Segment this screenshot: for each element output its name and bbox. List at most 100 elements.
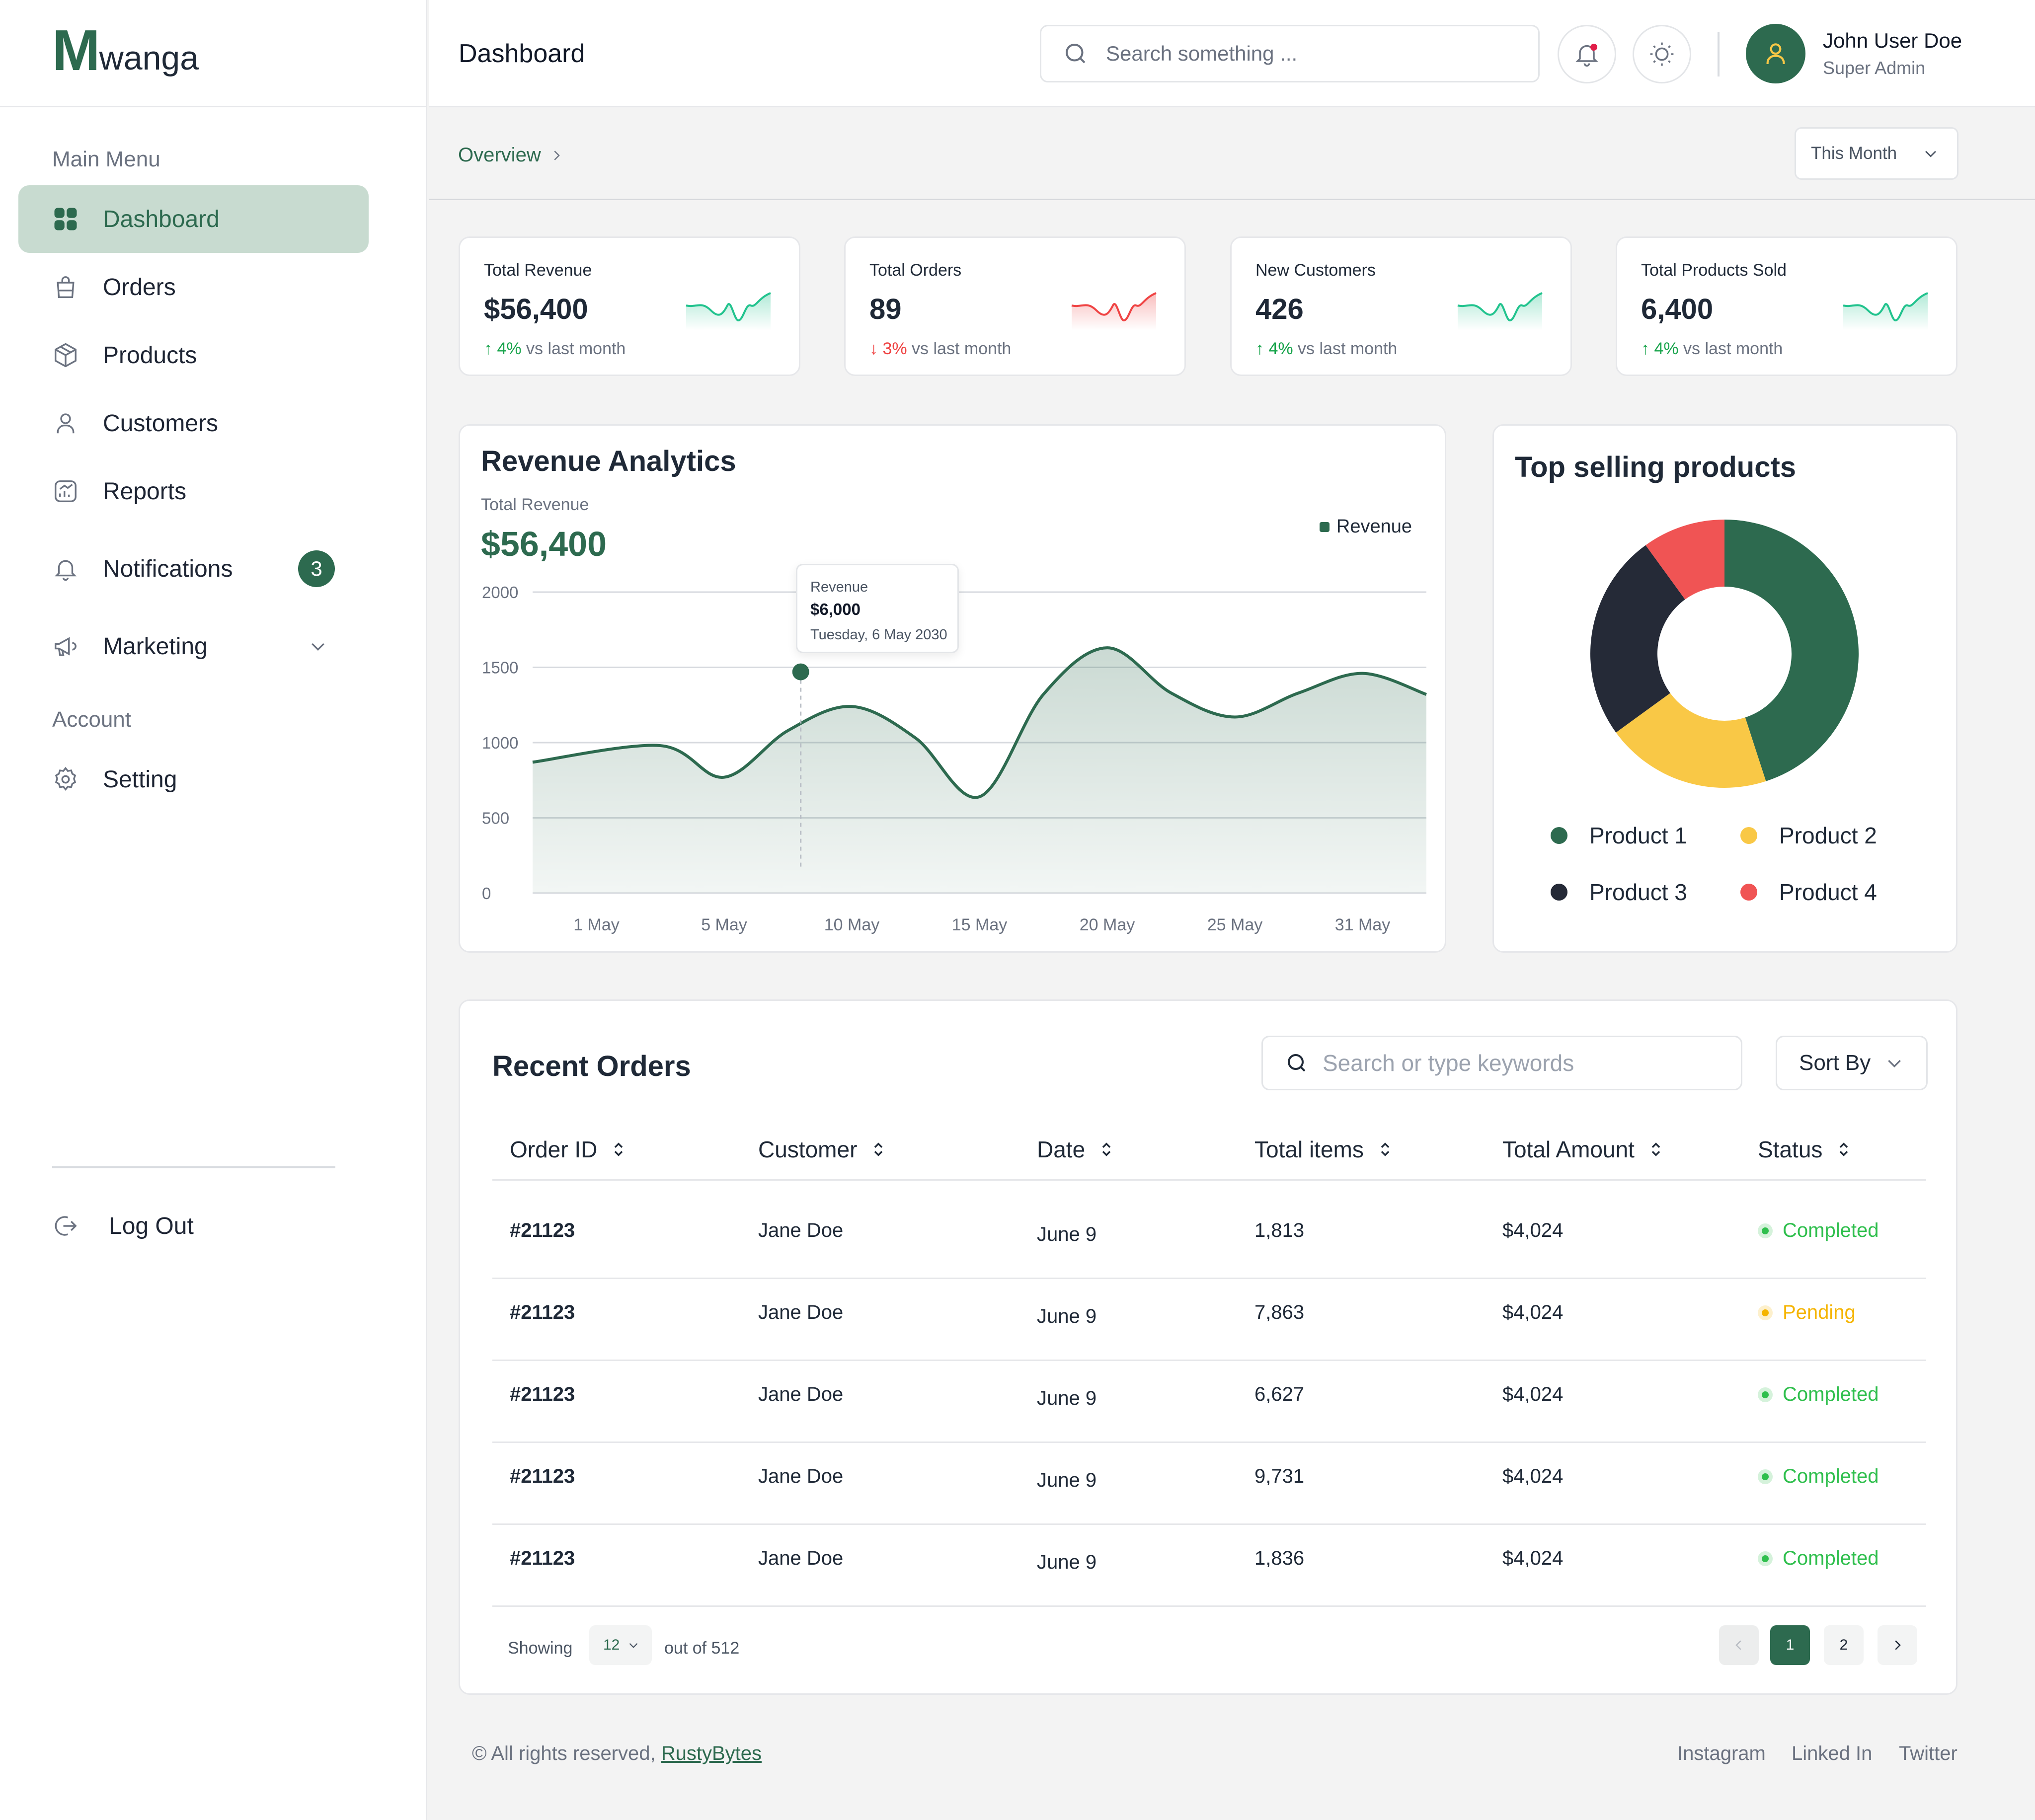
donut-slice-product-2[interactable] bbox=[1616, 693, 1766, 788]
recent-orders-card: Recent Orders Sort By Order ID Customer Da… bbox=[459, 999, 1957, 1695]
stat-value: 89 bbox=[869, 293, 902, 325]
tooltip-date: Tuesday, 6 May 2030 bbox=[810, 627, 947, 643]
stat-label: Total Orders bbox=[869, 261, 962, 280]
cell-total-items: 6,627 bbox=[1254, 1383, 1305, 1405]
status-label: Completed bbox=[1783, 1465, 1879, 1487]
megaphone-icon bbox=[52, 633, 79, 660]
revenue-area bbox=[533, 648, 1426, 893]
sort-by-dropdown[interactable]: Sort By bbox=[1776, 1036, 1928, 1090]
column-header-label: Order ID bbox=[510, 1137, 598, 1162]
y-tick-label: 0 bbox=[482, 884, 491, 903]
global-search[interactable] bbox=[1040, 25, 1540, 82]
sidebar-item-label: Notifications bbox=[103, 555, 233, 582]
stat-label: Total Products Sold bbox=[1641, 261, 1787, 280]
column-header-status[interactable]: Status bbox=[1758, 1136, 1852, 1163]
sort-icon[interactable] bbox=[870, 1139, 887, 1160]
breadcrumb[interactable]: Overview bbox=[458, 144, 564, 166]
stat-label: New Customers bbox=[1255, 261, 1376, 280]
cell-total-amount: $4,024 bbox=[1502, 1465, 1564, 1487]
donut-slice-product-1[interactable] bbox=[1724, 520, 1859, 781]
top-header: Dashboard John User Doe Super Admin bbox=[429, 0, 2035, 107]
legend-label: Product 1 bbox=[1589, 823, 1687, 848]
chart-tooltip: Revenue $6,000 Tuesday, 6 May 2030 bbox=[796, 564, 959, 653]
row-divider bbox=[492, 1278, 1926, 1279]
sidebar-item-orders[interactable]: Orders bbox=[18, 253, 369, 321]
x-tick-label: 15 May bbox=[952, 915, 1008, 934]
sort-icon[interactable] bbox=[1377, 1139, 1394, 1160]
status-badge: Completed bbox=[1758, 1547, 1878, 1570]
cell-order-id: #21123 bbox=[510, 1301, 575, 1323]
sidebar-item-notifications[interactable]: Notifications 3 bbox=[18, 535, 369, 603]
column-header-date[interactable]: Date bbox=[1037, 1136, 1115, 1163]
row-divider bbox=[492, 1605, 1926, 1607]
breadcrumb-overview: Overview bbox=[458, 144, 541, 166]
donut-slice-product-4[interactable] bbox=[1645, 520, 1724, 600]
period-select[interactable]: This Month bbox=[1795, 127, 1958, 180]
stat-change: ↑ 4% vs last month bbox=[1255, 339, 1397, 359]
sidebar-item-reports[interactable]: Reports bbox=[18, 457, 369, 525]
footer-link-linkedin[interactable]: Linked In bbox=[1792, 1743, 1873, 1764]
chevron-down-icon[interactable] bbox=[308, 636, 328, 656]
sidebar-item-dashboard[interactable]: Dashboard bbox=[18, 185, 369, 253]
donut-slice-product-3[interactable] bbox=[1590, 545, 1685, 733]
sort-icon[interactable] bbox=[1647, 1139, 1664, 1160]
y-tick-label: 2000 bbox=[482, 583, 518, 602]
orders-search[interactable] bbox=[1261, 1036, 1742, 1090]
orders-search-input[interactable] bbox=[1323, 1050, 1740, 1076]
prev-page-button[interactable] bbox=[1719, 1625, 1759, 1665]
account-label: Account bbox=[52, 707, 131, 732]
highlight-point bbox=[792, 663, 809, 681]
arrow-up-icon: ↑ bbox=[1641, 339, 1649, 358]
legend-swatch bbox=[1319, 522, 1330, 532]
donut-chart bbox=[1590, 520, 1859, 788]
revenue-subtitle: Total Revenue bbox=[481, 495, 589, 514]
company-link[interactable]: RustyBytes bbox=[661, 1743, 762, 1764]
stat-card-revenue: Total Revenue $56,400 ↑ 4% vs last month bbox=[459, 236, 800, 376]
column-header-total-items[interactable]: Total items bbox=[1254, 1136, 1394, 1163]
sort-icon[interactable] bbox=[1098, 1139, 1115, 1160]
sidebar-item-products[interactable]: Products bbox=[18, 321, 369, 389]
cell-order-id: #21123 bbox=[510, 1219, 575, 1241]
sidebar-item-label: Orders bbox=[103, 274, 176, 301]
page-button-1[interactable]: 1 bbox=[1770, 1625, 1810, 1665]
status-badge: Completed bbox=[1758, 1219, 1878, 1242]
x-tick-label: 1 May bbox=[573, 915, 620, 934]
column-header-order-id[interactable]: Order ID bbox=[510, 1136, 627, 1163]
chart-legend: Revenue bbox=[1319, 516, 1412, 537]
chevron-left-icon bbox=[1735, 1640, 1741, 1650]
footer-link-twitter[interactable]: Twitter bbox=[1899, 1743, 1957, 1764]
legend-product-1: Product 1 bbox=[1551, 822, 1687, 849]
cell-customer: Jane Doe bbox=[758, 1547, 844, 1569]
legend-dot bbox=[1740, 827, 1757, 844]
column-header-total-amount[interactable]: Total Amount bbox=[1502, 1136, 1664, 1163]
x-tick-label: 25 May bbox=[1207, 915, 1263, 934]
sort-icon[interactable] bbox=[1835, 1139, 1852, 1160]
sort-icon[interactable] bbox=[610, 1139, 627, 1160]
stat-value: 426 bbox=[1255, 293, 1304, 325]
sidebar-item-marketing[interactable]: Marketing bbox=[18, 612, 369, 680]
grid-icon bbox=[52, 206, 79, 232]
stat-change-suffix: vs last month bbox=[1298, 339, 1398, 358]
sparkline-up bbox=[1457, 292, 1543, 330]
theme-toggle-button[interactable] bbox=[1633, 25, 1691, 83]
search-input[interactable] bbox=[1106, 42, 1513, 66]
sidebar-item-label: Customers bbox=[103, 410, 219, 437]
cell-total-items: 9,731 bbox=[1254, 1465, 1305, 1487]
cell-date: June 9 bbox=[1037, 1551, 1097, 1573]
avatar[interactable] bbox=[1746, 24, 1805, 83]
stat-change: ↑ 4% vs last month bbox=[1641, 339, 1783, 359]
y-tick-label: 1000 bbox=[482, 734, 518, 752]
footer-link-instagram[interactable]: Instagram bbox=[1677, 1743, 1766, 1764]
sidebar-item-customers[interactable]: Customers bbox=[18, 389, 369, 457]
stat-card-products-sold: Total Products Sold 6,400 ↑ 4% vs last m… bbox=[1616, 236, 1957, 376]
logout-button[interactable]: Log Out bbox=[18, 1192, 369, 1260]
next-page-button[interactable] bbox=[1878, 1625, 1917, 1665]
page-size-select[interactable]: 12 bbox=[589, 1625, 652, 1665]
notifications-button[interactable] bbox=[1558, 25, 1616, 83]
stat-change: ↓ 3% vs last month bbox=[869, 339, 1011, 359]
top-selling-title: Top selling products bbox=[1515, 451, 1797, 483]
page-button-2[interactable]: 2 bbox=[1824, 1625, 1864, 1665]
column-header-customer[interactable]: Customer bbox=[758, 1136, 887, 1163]
sidebar-item-setting[interactable]: Setting bbox=[18, 746, 369, 813]
